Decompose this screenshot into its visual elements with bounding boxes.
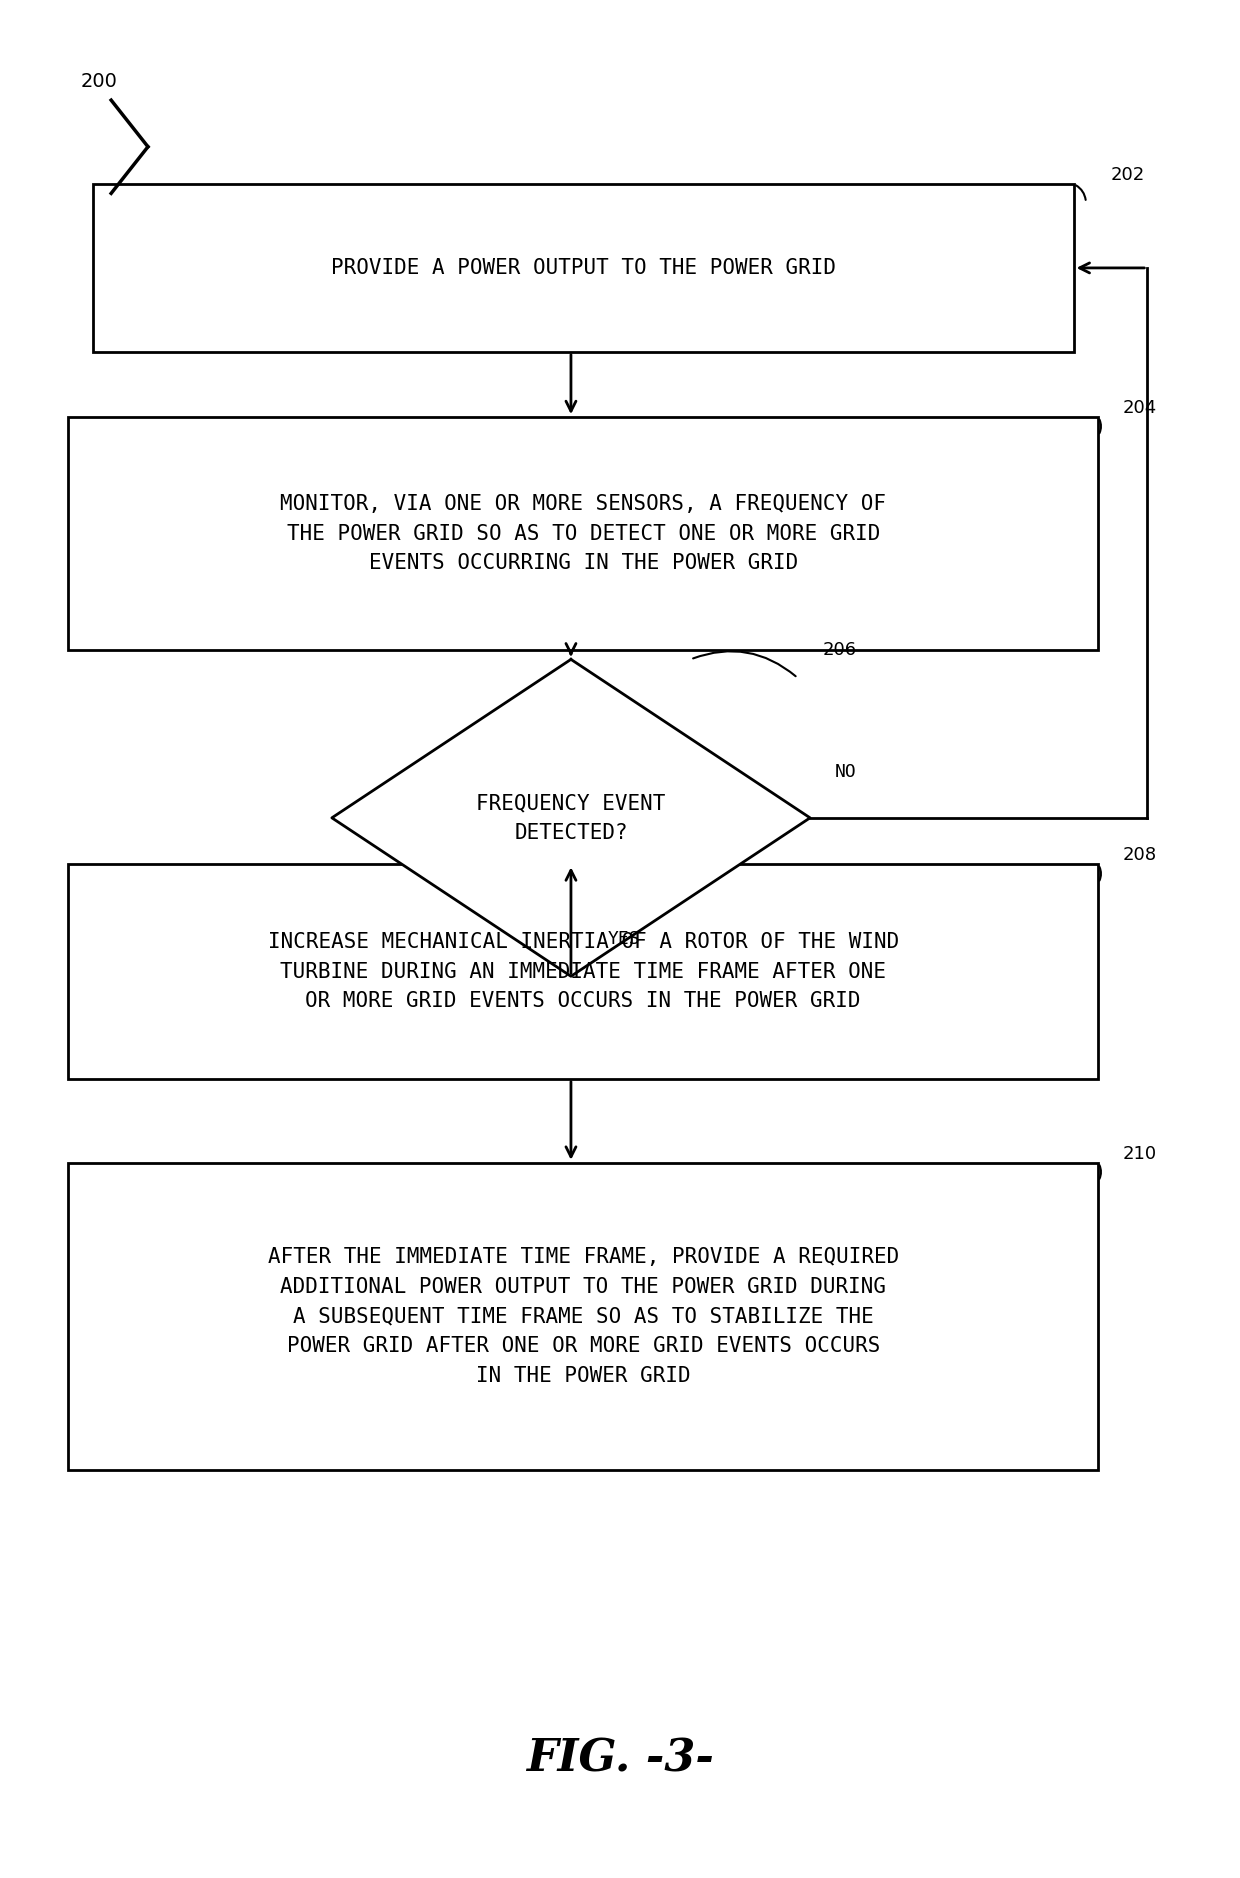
- Text: 210: 210: [1122, 1146, 1157, 1162]
- FancyBboxPatch shape: [68, 1162, 1099, 1470]
- Text: INCREASE MECHANICAL INERTIA OF A ROTOR OF THE WIND
TURBINE DURING AN IMMEDIATE T: INCREASE MECHANICAL INERTIA OF A ROTOR O…: [268, 931, 899, 1010]
- Text: FREQUENCY EVENT
DETECTED?: FREQUENCY EVENT DETECTED?: [476, 793, 666, 843]
- FancyBboxPatch shape: [93, 184, 1074, 351]
- Text: NO: NO: [835, 762, 857, 781]
- Text: 204: 204: [1122, 398, 1157, 417]
- Text: 208: 208: [1122, 847, 1157, 864]
- FancyBboxPatch shape: [68, 864, 1099, 1078]
- Text: 200: 200: [81, 71, 118, 92]
- Text: AFTER THE IMMEDIATE TIME FRAME, PROVIDE A REQUIRED
ADDITIONAL POWER OUTPUT TO TH: AFTER THE IMMEDIATE TIME FRAME, PROVIDE …: [268, 1247, 899, 1386]
- Text: MONITOR, VIA ONE OR MORE SENSORS, A FREQUENCY OF
THE POWER GRID SO AS TO DETECT : MONITOR, VIA ONE OR MORE SENSORS, A FREQ…: [280, 494, 887, 573]
- FancyBboxPatch shape: [68, 417, 1099, 650]
- Text: PROVIDE A POWER OUTPUT TO THE POWER GRID: PROVIDE A POWER OUTPUT TO THE POWER GRID: [331, 257, 836, 278]
- Text: 202: 202: [1111, 165, 1145, 184]
- Text: 206: 206: [822, 642, 857, 659]
- Text: YES: YES: [608, 930, 640, 948]
- Polygon shape: [332, 659, 810, 977]
- Text: FIG. -3-: FIG. -3-: [526, 1737, 714, 1780]
